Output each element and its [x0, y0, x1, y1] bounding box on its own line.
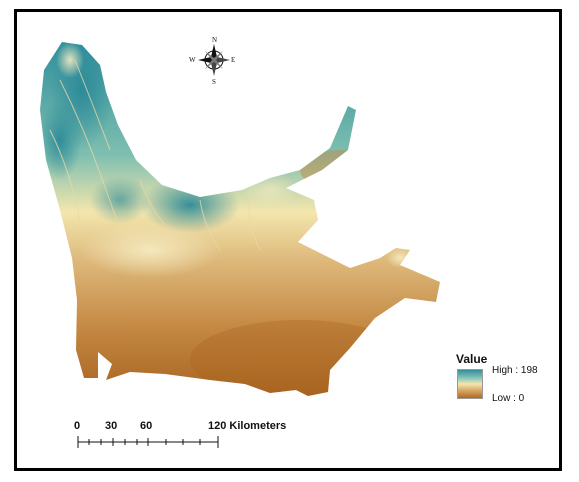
north-label: N — [212, 36, 217, 44]
compass-rose-icon — [198, 44, 230, 76]
elevation-raster — [40, 42, 440, 396]
scale-label-30: 30 — [105, 420, 118, 432]
legend-low-label: Low : 0 — [492, 393, 525, 404]
scale-label-60: 60 — [140, 420, 153, 432]
north-arrow: N S E W — [189, 36, 235, 86]
east-label: E — [231, 56, 235, 64]
south-label: S — [212, 78, 216, 86]
drainage-lines — [49, 59, 261, 251]
legend-title: Value — [456, 352, 488, 366]
legend-high-label: High : 198 — [492, 365, 538, 376]
scale-label-0: 0 — [74, 420, 81, 432]
scale-label-120-kilometers: 120 Kilometers — [208, 420, 287, 432]
scale-bar — [77, 436, 219, 448]
west-label: W — [189, 56, 196, 64]
legend-color-ramp — [457, 369, 483, 399]
